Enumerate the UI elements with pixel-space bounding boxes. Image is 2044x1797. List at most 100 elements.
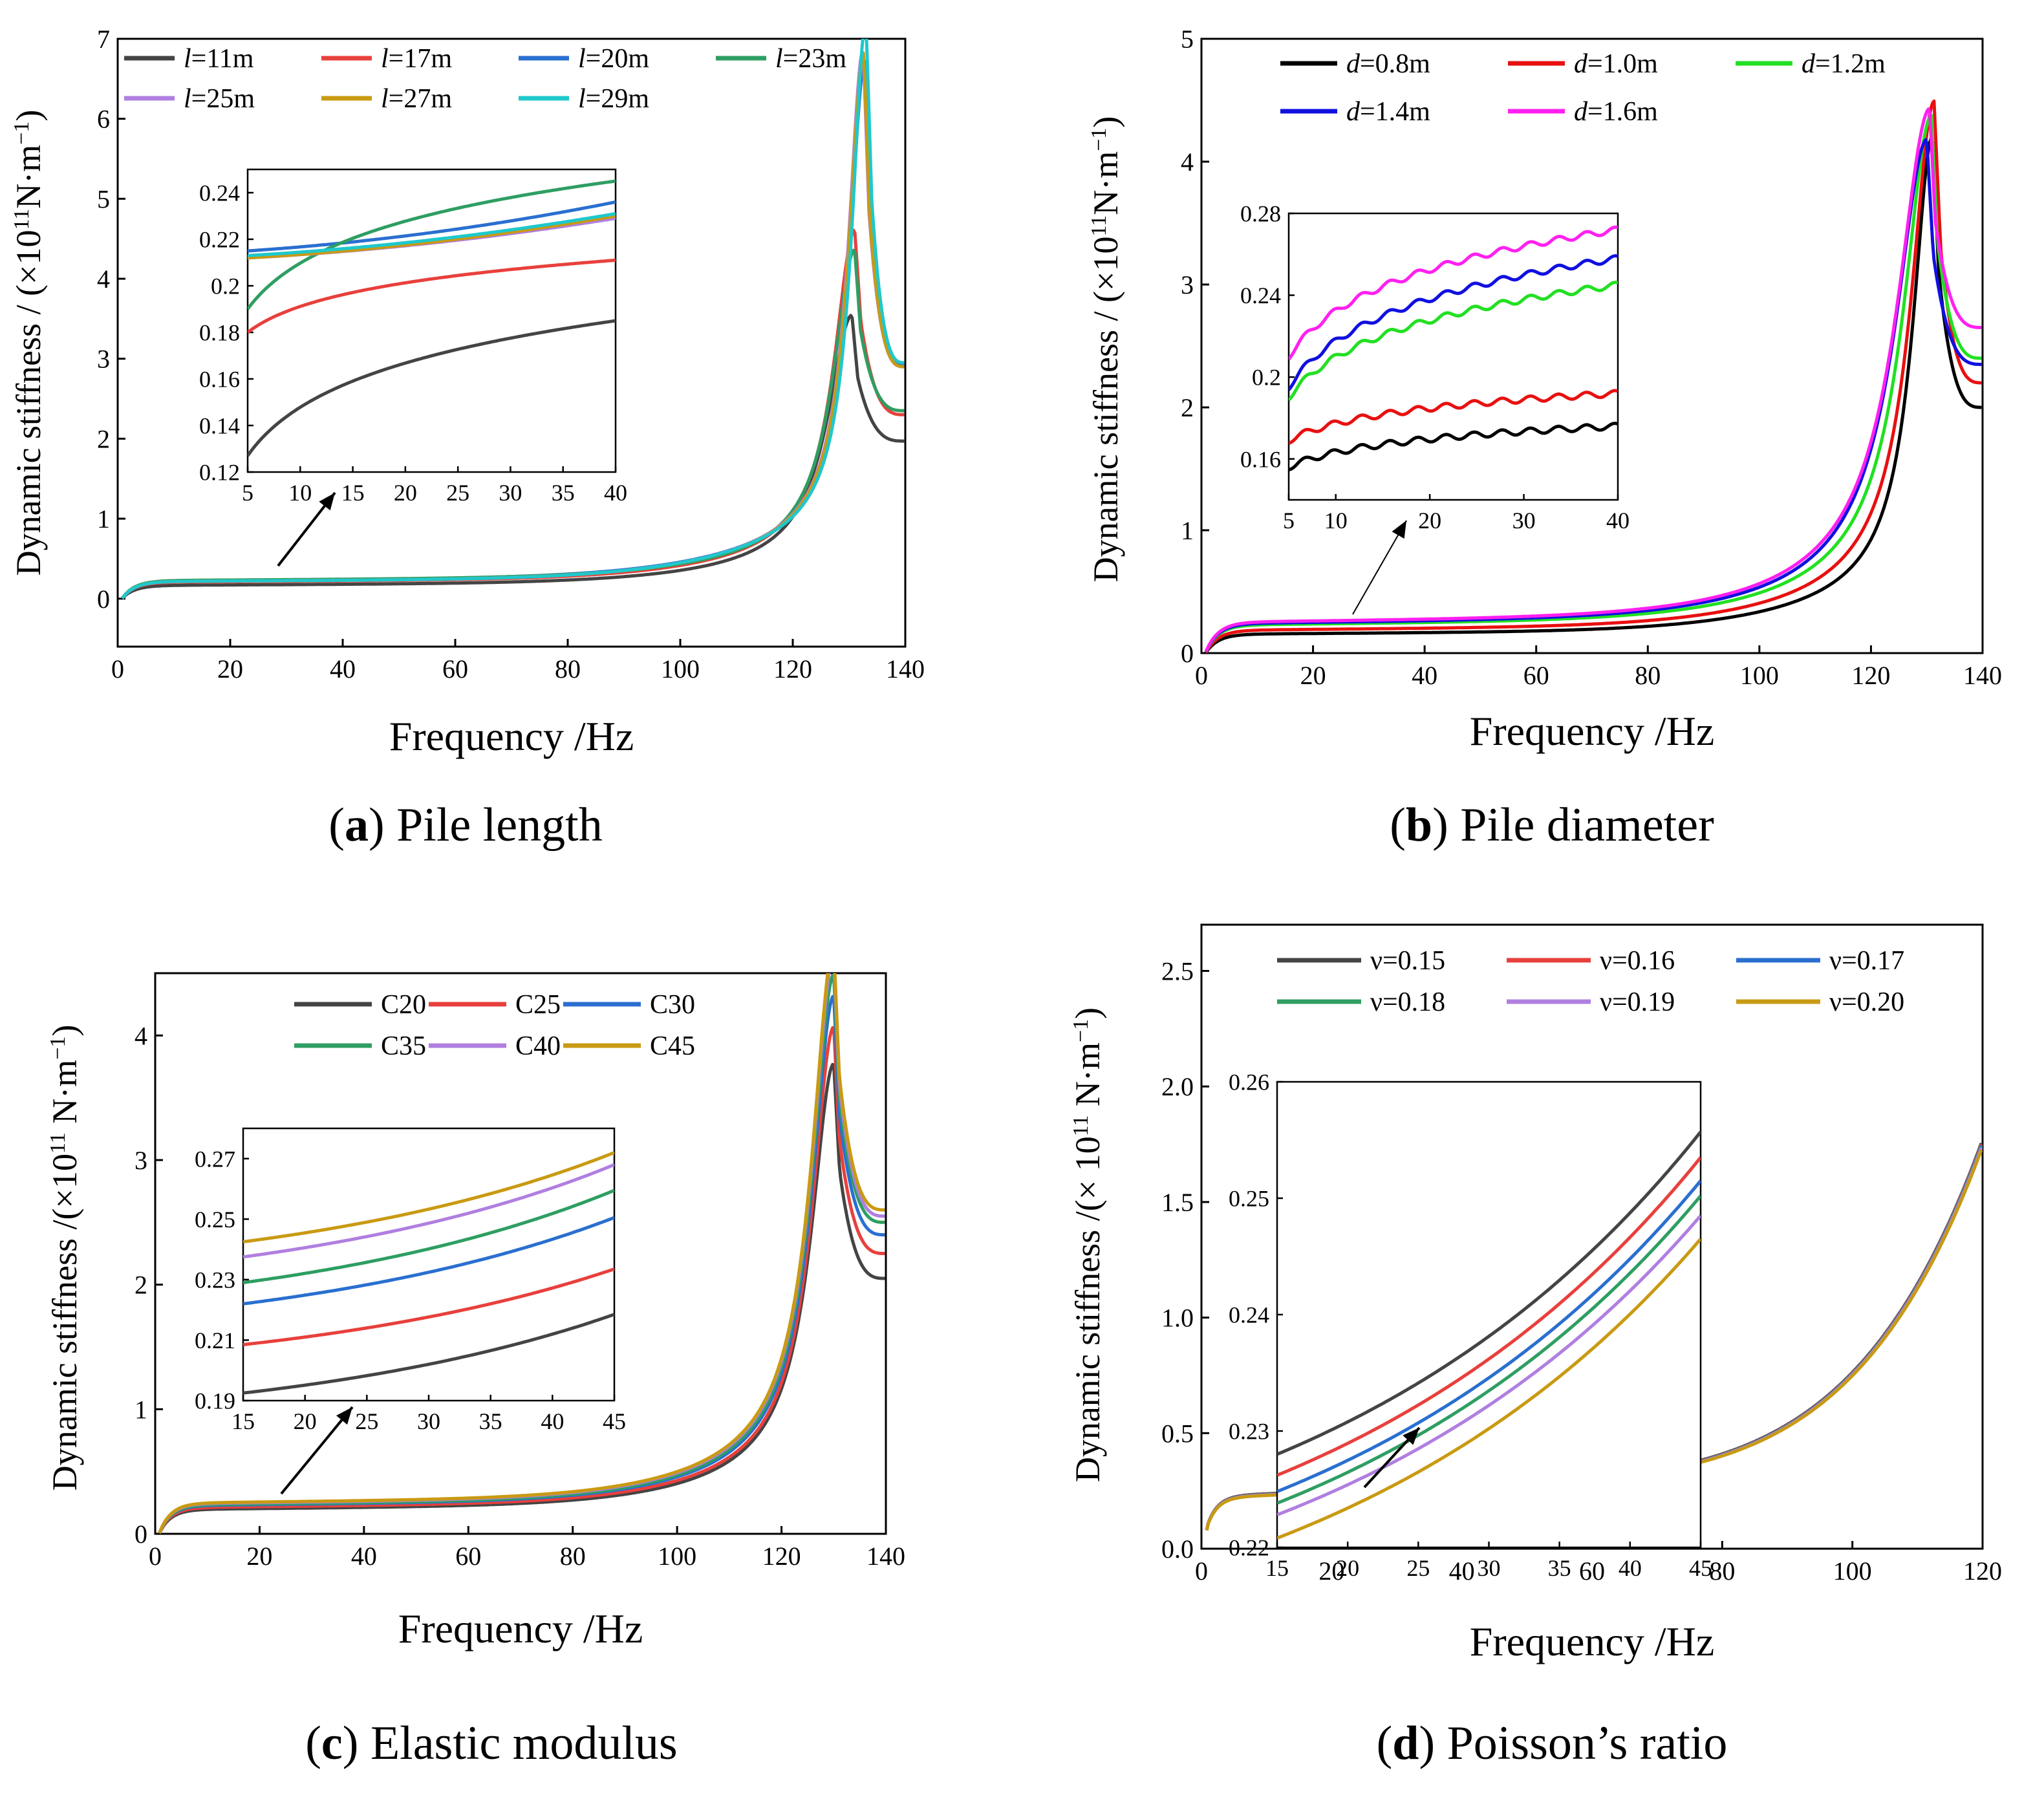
y-label-main: Dynamic stiffness / (×10	[9, 230, 48, 576]
inset-series-line	[1277, 1194, 1701, 1505]
caption-text: Poisson’s ratio	[1435, 1717, 1727, 1770]
series-group	[120, 39, 905, 599]
x-tick-label: 40	[1449, 1556, 1475, 1586]
caption-close: )	[1432, 799, 1448, 852]
inset: 5 10 20 30 40 0.16 0.2 0.24 0.28	[1240, 201, 1630, 533]
caption-close: )	[343, 1717, 359, 1770]
y-label-sup: 11	[1069, 1115, 1093, 1137]
series-line	[1204, 99, 1982, 653]
inset-plot-frame	[1287, 212, 1619, 501]
series-line	[158, 1026, 885, 1534]
inset-y-tick-label: 0.14	[199, 413, 240, 439]
inset-series-line	[1277, 1179, 1701, 1493]
series-line	[121, 314, 905, 599]
inset-series-line	[248, 258, 616, 334]
y-label-rest: N·m	[45, 1060, 84, 1132]
inset-series-line	[243, 1163, 614, 1259]
legend-value: =17m	[389, 44, 453, 74]
inset-series-line	[248, 179, 616, 310]
x-tick-label: 0	[111, 654, 124, 683]
inset-x-tick-label: 25	[355, 1408, 378, 1434]
y-axis-label: Dynamic stiffness /(× 1011 N·m−1)	[1068, 1007, 1107, 1482]
inset-series-line	[1289, 253, 1618, 391]
legend-label: C30	[650, 990, 695, 1020]
x-tick-label: 40	[330, 654, 356, 683]
inset-x-tick-label: 10	[288, 480, 312, 506]
inset-y-tick-label: 0.2	[1252, 365, 1281, 391]
x-tick-label: 0	[149, 1542, 162, 1571]
inset-series-group	[248, 179, 616, 457]
inset-x-tick-label: 35	[1548, 1555, 1571, 1581]
x-tick-label: 60	[1579, 1556, 1605, 1586]
inset-x-tick-label: 20	[1336, 1555, 1359, 1581]
panel-c: 0 20 40 60 80 100 120 140 0 1 2 3 4 C20 C25 C30 C35 C40 C4…	[45, 972, 905, 1770]
inset-x-tick-label: 35	[552, 480, 575, 506]
y-tick-label: 2.5	[1161, 956, 1194, 985]
y-label-main: Dynamic stiffness /(×10	[45, 1154, 84, 1490]
x-tick-label: 100	[661, 654, 700, 683]
y-tick-label: 0.0	[1161, 1534, 1194, 1564]
inset-y-tick-label: 0.19	[195, 1388, 235, 1414]
legend-value: =23m	[783, 44, 847, 74]
x-tick-label: 20	[217, 654, 243, 683]
inset-series-line	[243, 1189, 614, 1285]
legend-var: d	[1574, 97, 1588, 127]
legend-value: =1.0m	[1587, 49, 1658, 79]
x-tick-label: 60	[455, 1542, 481, 1571]
x-tick-label: 140	[866, 1542, 905, 1571]
x-axis-label: Frequency /Hz	[1470, 708, 1715, 754]
legend-var: l	[578, 84, 586, 114]
legend-var: d	[1346, 97, 1361, 127]
panel-caption: (d) Poisson’s ratio	[1377, 1717, 1728, 1770]
inset-x-tick-label: 45	[1689, 1555, 1712, 1581]
y-label-sup2: −1	[46, 1037, 70, 1060]
x-tick-label: 20	[246, 1542, 272, 1571]
legend-value: C20	[381, 990, 426, 1020]
inset-y-tick-label: 0.25	[195, 1207, 235, 1232]
x-tick-label: 100	[1740, 661, 1779, 690]
legend-var: l	[184, 44, 191, 74]
y-label-rest: N·m	[1068, 1042, 1107, 1115]
legend-label: l=25m	[184, 84, 255, 114]
inset-series-line	[243, 1151, 614, 1243]
x-axis-label: Frequency /Hz	[1470, 1619, 1715, 1664]
arrow-head	[319, 493, 335, 511]
legend-value: C25	[515, 990, 561, 1020]
inset-x-tick-label: 30	[417, 1408, 440, 1434]
inset-plot-frame	[242, 1127, 616, 1402]
legend-var: l	[578, 44, 586, 74]
y-tick-label: 0	[1181, 639, 1194, 668]
inset-y-tick-label: 0.24	[1229, 1302, 1269, 1328]
series-line	[121, 39, 905, 599]
inset-y-tick-label: 0.16	[1240, 446, 1281, 472]
inset-series-line	[1277, 1238, 1701, 1540]
x-axis-label: Frequency /Hz	[398, 1606, 643, 1652]
y-tick-label: 2	[97, 424, 110, 453]
y-tick-label: 2.0	[1161, 1072, 1194, 1101]
legend-value: C35	[381, 1031, 426, 1061]
inset-series-line	[248, 319, 616, 457]
inset-x-tick-label: 15	[341, 480, 365, 506]
inset-y-tick-label: 0.18	[199, 320, 240, 346]
inset-series-line	[243, 1267, 614, 1346]
legend-label: d=1.2m	[1802, 49, 1886, 79]
caption-text: Pile length	[385, 799, 603, 852]
inset-y-tick-label: 0.16	[199, 367, 240, 393]
inset-series-line	[1289, 389, 1618, 445]
legend-var: l	[775, 44, 783, 74]
legend-label: ν=0.15	[1370, 946, 1445, 976]
inset-series-group	[1277, 1130, 1701, 1540]
inset-series-line	[1289, 281, 1618, 402]
legend-var: d	[1574, 49, 1588, 79]
legend: ν=0.15 ν=0.16 ν=0.17 ν=0.18 ν=0.19 ν=0.20	[1277, 946, 1904, 1017]
y-tick-label: 0.5	[1161, 1419, 1194, 1448]
inset-x-tick-label: 40	[1606, 508, 1630, 533]
inset-y-tick-label: 0.24	[199, 180, 240, 206]
legend-value: ν=0.18	[1370, 987, 1445, 1017]
y-tick-label: 0	[97, 585, 110, 614]
legend-label: C40	[515, 1031, 561, 1061]
legend-label: d=1.0m	[1574, 49, 1658, 79]
x-tick-label: 40	[1412, 661, 1437, 690]
y-tick-label: 5	[97, 184, 110, 213]
